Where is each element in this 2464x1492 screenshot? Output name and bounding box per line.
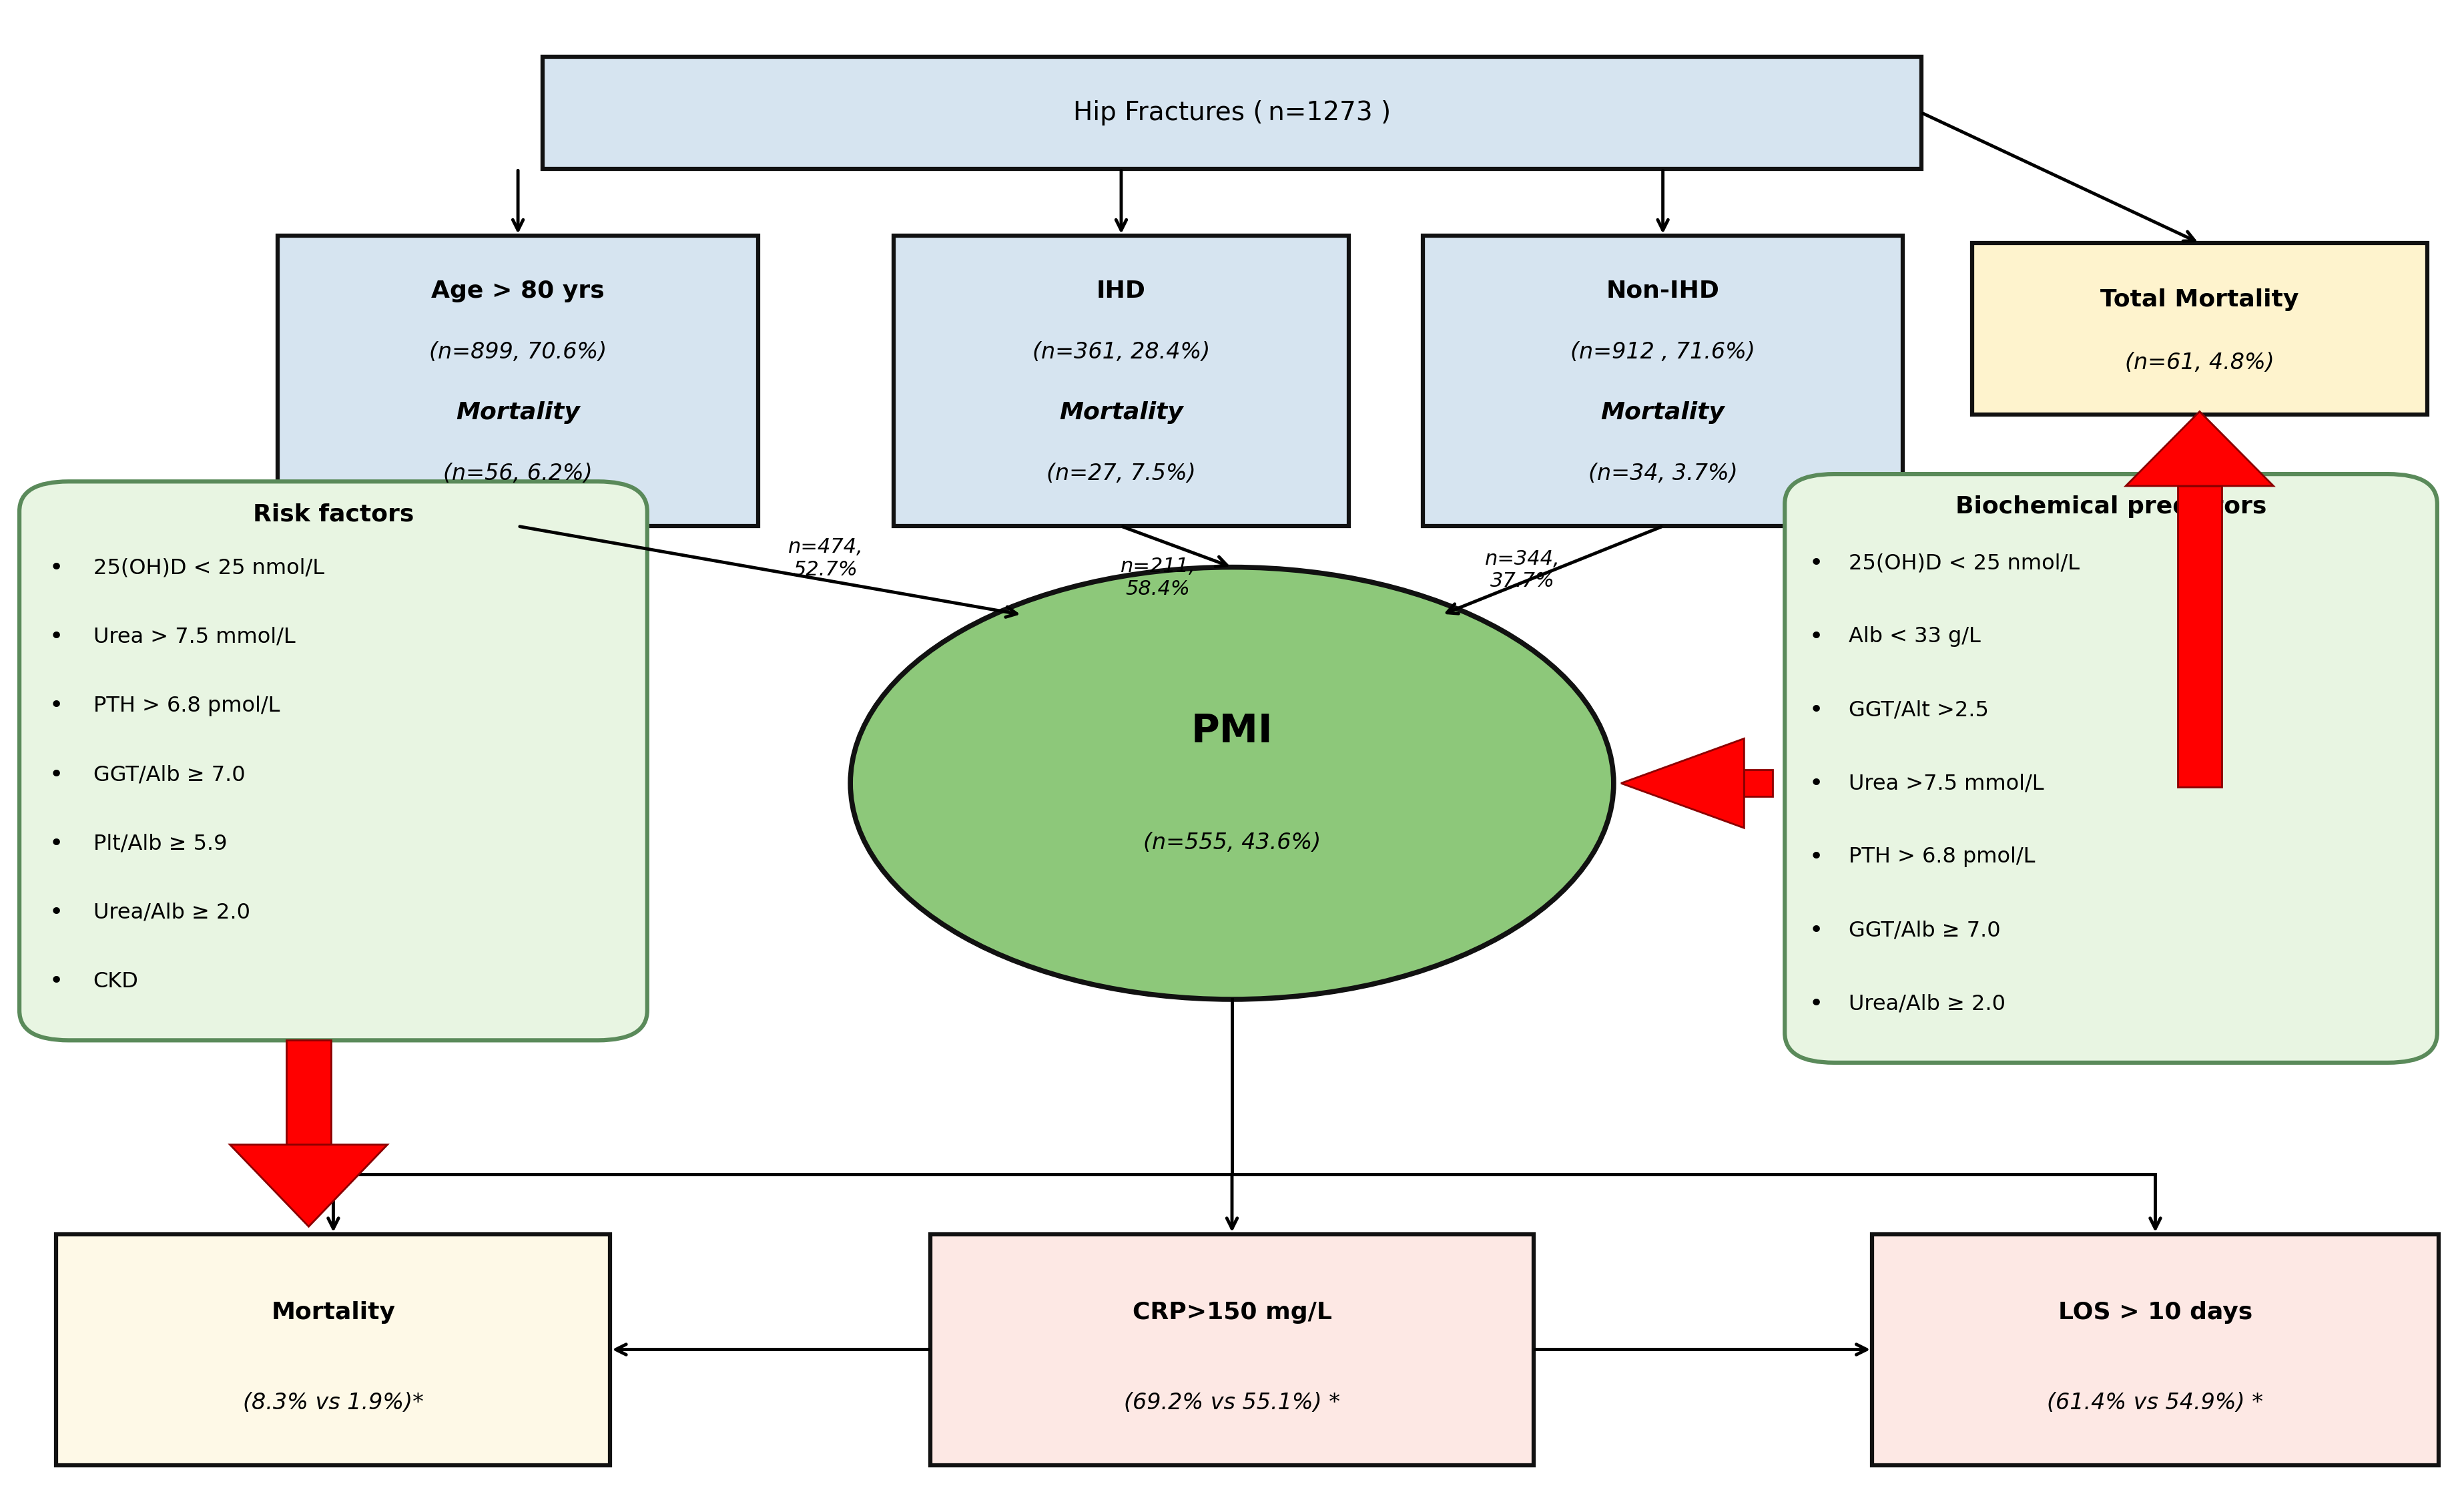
- Text: •: •: [49, 625, 64, 648]
- Text: CKD: CKD: [94, 971, 138, 992]
- Text: Plt/Alb ≥ 5.9: Plt/Alb ≥ 5.9: [94, 834, 227, 853]
- FancyBboxPatch shape: [20, 482, 648, 1040]
- Text: Urea > 7.5 mmol/L: Urea > 7.5 mmol/L: [94, 627, 296, 648]
- Text: •: •: [1809, 625, 1823, 648]
- Text: •: •: [1809, 698, 1823, 722]
- FancyBboxPatch shape: [278, 236, 759, 527]
- Text: (61.4% vs 54.9%) *: (61.4% vs 54.9%) *: [2048, 1392, 2264, 1413]
- FancyBboxPatch shape: [1422, 236, 1902, 527]
- Text: •: •: [49, 694, 64, 718]
- FancyBboxPatch shape: [931, 1234, 1533, 1465]
- Text: Mortality: Mortality: [456, 401, 579, 424]
- Text: Risk factors: Risk factors: [254, 503, 414, 525]
- Text: (n=27, 7.5%): (n=27, 7.5%): [1047, 463, 1195, 485]
- Text: (n=555, 43.6%): (n=555, 43.6%): [1143, 833, 1321, 853]
- Text: •: •: [49, 764, 64, 786]
- Text: Total Mortality: Total Mortality: [2099, 288, 2299, 310]
- FancyBboxPatch shape: [286, 1040, 330, 1144]
- Text: (69.2% vs 55.1%) *: (69.2% vs 55.1%) *: [1124, 1392, 1340, 1413]
- Text: Hip Fractures ( n=1273 ): Hip Fractures ( n=1273 ): [1074, 100, 1390, 125]
- Text: •: •: [49, 557, 64, 579]
- Text: CRP>150 mg/L: CRP>150 mg/L: [1133, 1301, 1331, 1323]
- FancyBboxPatch shape: [2178, 486, 2223, 786]
- FancyBboxPatch shape: [1745, 770, 1772, 797]
- Text: Mortality: Mortality: [271, 1301, 394, 1323]
- Text: n=474,
52.7%: n=474, 52.7%: [788, 537, 862, 579]
- Text: GGT/Alb ≥ 7.0: GGT/Alb ≥ 7.0: [1848, 921, 2001, 941]
- Text: n=344,
37.7%: n=344, 37.7%: [1486, 549, 1560, 591]
- Polygon shape: [229, 1144, 387, 1226]
- Text: •: •: [1809, 846, 1823, 868]
- Text: PMI: PMI: [1190, 712, 1274, 750]
- Text: •: •: [1809, 773, 1823, 795]
- FancyBboxPatch shape: [1971, 243, 2427, 415]
- Text: 25(OH)D < 25 nmol/L: 25(OH)D < 25 nmol/L: [94, 558, 325, 579]
- Text: •: •: [1809, 919, 1823, 941]
- Text: LOS > 10 days: LOS > 10 days: [2057, 1301, 2252, 1323]
- Text: IHD: IHD: [1096, 279, 1146, 303]
- Text: (n=56, 6.2%): (n=56, 6.2%): [444, 463, 594, 485]
- Ellipse shape: [850, 567, 1614, 1000]
- Text: Urea >7.5 mmol/L: Urea >7.5 mmol/L: [1848, 773, 2045, 794]
- Text: Age > 80 yrs: Age > 80 yrs: [431, 279, 604, 303]
- Text: (n=34, 3.7%): (n=34, 3.7%): [1589, 463, 1737, 485]
- FancyBboxPatch shape: [1784, 474, 2437, 1062]
- Text: PTH > 6.8 pmol/L: PTH > 6.8 pmol/L: [94, 695, 281, 716]
- Text: •: •: [1809, 992, 1823, 1015]
- Text: (n=899, 70.6%): (n=899, 70.6%): [429, 340, 606, 363]
- Text: 25(OH)D < 25 nmol/L: 25(OH)D < 25 nmol/L: [1848, 554, 2080, 574]
- Text: n=211,
58.4%: n=211, 58.4%: [1121, 557, 1195, 598]
- FancyBboxPatch shape: [1873, 1234, 2439, 1465]
- Text: (n=912 , 71.6%): (n=912 , 71.6%): [1570, 340, 1754, 363]
- Text: Urea/Alb ≥ 2.0: Urea/Alb ≥ 2.0: [1848, 994, 2006, 1015]
- FancyBboxPatch shape: [894, 236, 1348, 527]
- Text: (n=361, 28.4%): (n=361, 28.4%): [1032, 340, 1210, 363]
- Text: •: •: [49, 970, 64, 994]
- Text: Urea/Alb ≥ 2.0: Urea/Alb ≥ 2.0: [94, 903, 249, 924]
- Text: Non-IHD: Non-IHD: [1607, 279, 1720, 303]
- Text: •: •: [49, 901, 64, 924]
- Text: GGT/Alb ≥ 7.0: GGT/Alb ≥ 7.0: [94, 764, 246, 785]
- Text: (8.3% vs 1.9%)*: (8.3% vs 1.9%)*: [244, 1392, 424, 1413]
- FancyBboxPatch shape: [542, 57, 1922, 169]
- Text: Mortality: Mortality: [1060, 401, 1183, 424]
- Text: Biochemical predictors: Biochemical predictors: [1956, 495, 2267, 518]
- Text: Alb < 33 g/L: Alb < 33 g/L: [1848, 627, 1981, 648]
- Polygon shape: [2126, 412, 2274, 486]
- Text: •: •: [49, 833, 64, 855]
- Polygon shape: [1621, 739, 1745, 828]
- Text: GGT/Alt >2.5: GGT/Alt >2.5: [1848, 700, 1988, 721]
- Text: •: •: [1809, 552, 1823, 574]
- Text: PTH > 6.8 pmol/L: PTH > 6.8 pmol/L: [1848, 846, 2035, 867]
- FancyBboxPatch shape: [57, 1234, 611, 1465]
- Text: Mortality: Mortality: [1602, 401, 1725, 424]
- Text: (n=61, 4.8%): (n=61, 4.8%): [2124, 352, 2274, 374]
